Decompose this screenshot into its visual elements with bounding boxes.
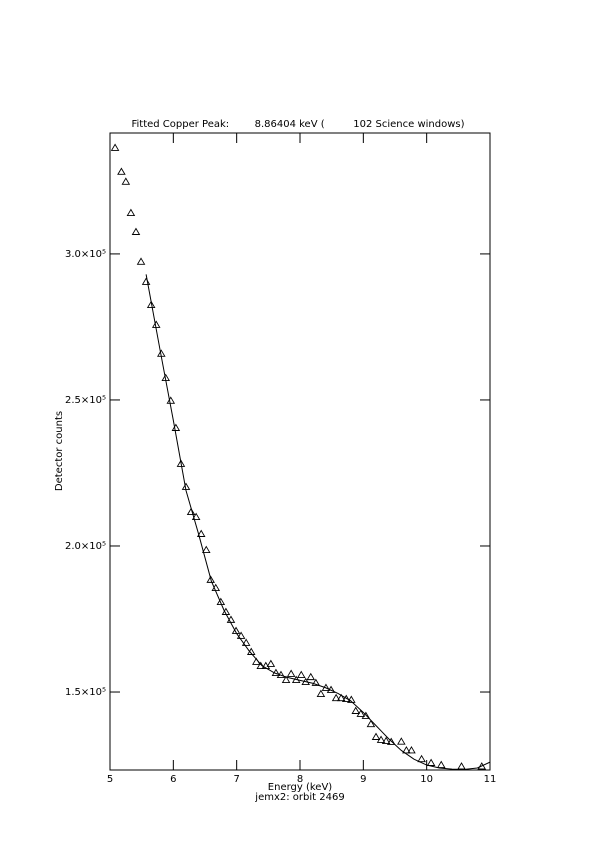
data-point [397, 737, 406, 745]
data-point [436, 760, 446, 768]
data-point [126, 208, 136, 216]
x-tick-label: 6 [170, 774, 176, 785]
data-point [141, 277, 151, 285]
data-point [281, 675, 291, 683]
x-tick-label: 10 [420, 774, 433, 785]
data-point [341, 694, 351, 702]
data-point [146, 300, 156, 308]
x-tick-label: 7 [233, 774, 239, 785]
data-point [216, 597, 226, 606]
data-point [191, 512, 201, 521]
data-point [371, 732, 381, 740]
data-point [136, 257, 146, 265]
x-tick-label: 8 [297, 774, 303, 785]
data-point [166, 396, 176, 404]
data-point [117, 167, 126, 175]
data-point [316, 689, 326, 698]
data-point [110, 143, 120, 151]
fit-line [145, 274, 491, 770]
data-point [356, 709, 366, 717]
y-tick-label: 3.0×10⁵ [65, 249, 106, 260]
data-point [381, 736, 391, 745]
data-point [186, 507, 196, 516]
data-point [266, 659, 276, 667]
subtitle: jemx2: orbit 2469 [254, 792, 344, 803]
data-point [376, 735, 386, 743]
data-point [417, 754, 426, 763]
data-point [351, 706, 361, 714]
x-axis-label: Energy (keV) [268, 782, 333, 793]
y-axis-label: Detector counts [54, 411, 65, 491]
data-point [457, 762, 466, 770]
x-tick-label: 11 [484, 774, 497, 785]
data-point [176, 459, 186, 467]
data-point [426, 758, 436, 766]
y-tick-label: 1.5×10⁵ [65, 687, 106, 698]
data-point [407, 746, 416, 754]
y-tick-label: 2.0×10⁵ [65, 541, 106, 552]
data-point [477, 762, 487, 770]
data-point [241, 638, 251, 646]
data-point [361, 711, 371, 719]
y-tick-label: 2.5×10⁵ [65, 395, 106, 406]
data-point [306, 672, 316, 681]
data-point [296, 670, 306, 679]
chart-title: Fitted Copper Peak: 8.86404 keV ( 102 Sc… [131, 119, 464, 130]
data-point [206, 575, 215, 583]
data-point [201, 545, 211, 554]
data-point [196, 529, 206, 537]
x-tick-label: 5 [107, 774, 113, 785]
data-point [336, 693, 346, 702]
data-point [366, 719, 376, 728]
data-point [402, 746, 411, 754]
data-point [121, 177, 131, 185]
data-point [311, 678, 321, 686]
data-point [347, 695, 356, 703]
x-tick-label: 9 [360, 774, 366, 785]
data-point [286, 669, 296, 677]
data-point [331, 693, 341, 702]
data-point [131, 227, 141, 235]
data-point [386, 737, 396, 745]
data-point [236, 631, 246, 639]
data-point [171, 423, 181, 431]
